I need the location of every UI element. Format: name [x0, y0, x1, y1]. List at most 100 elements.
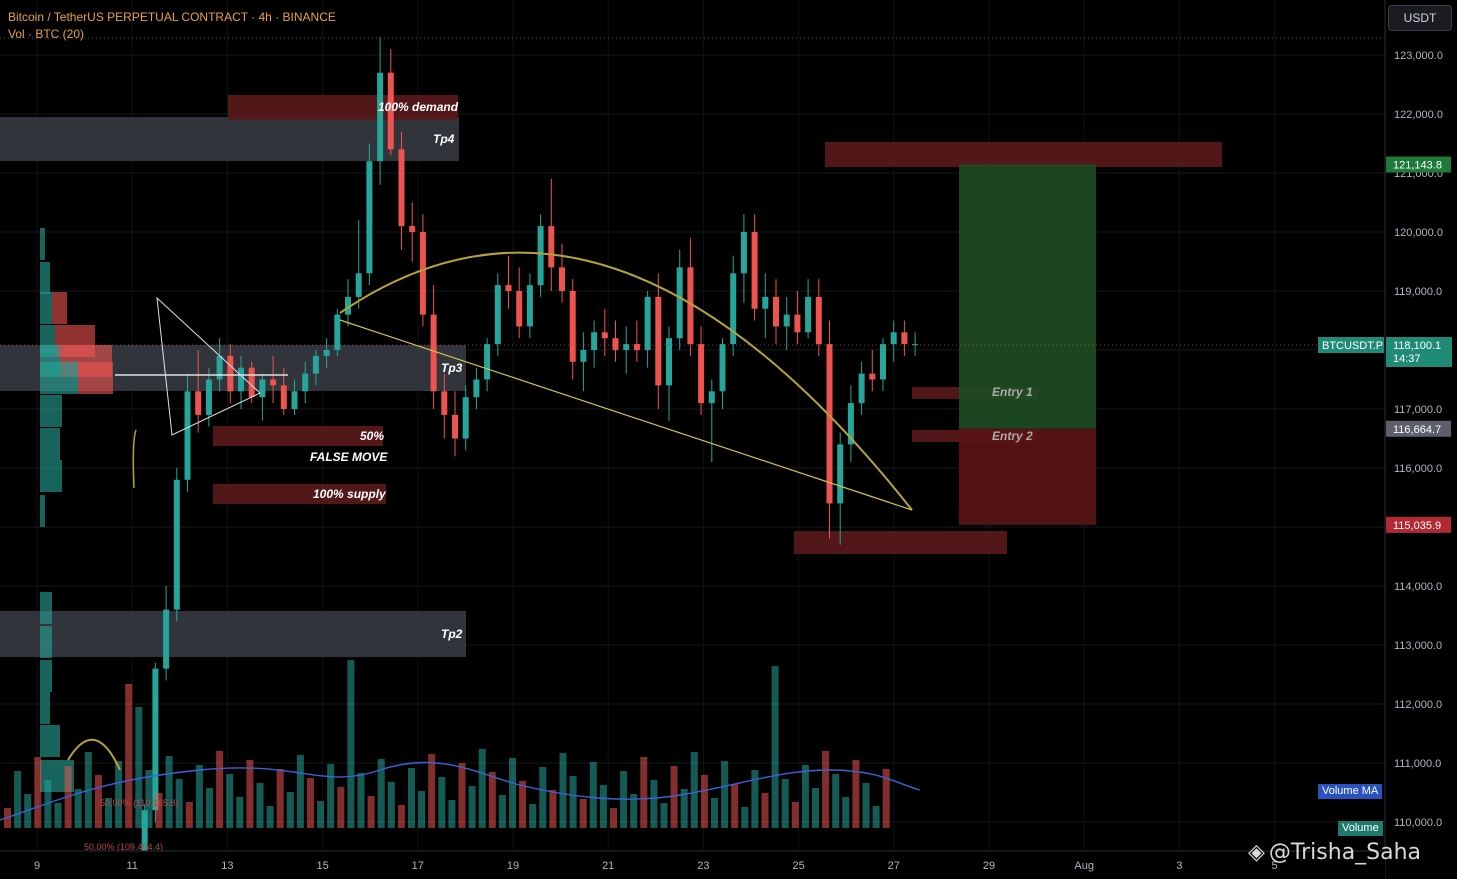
price-tick-label: 117,000.0 [1394, 404, 1442, 416]
symbol-tag-bg [1318, 337, 1384, 353]
entry-price-tag: 116,664.7 [1393, 424, 1441, 436]
candle-body [901, 332, 908, 345]
volume-bar [175, 779, 183, 828]
candle-body [751, 232, 758, 309]
volume-bar [589, 762, 597, 828]
volume-bar [549, 790, 557, 828]
time-tick-label: 21 [602, 860, 614, 872]
candle-body [205, 379, 212, 415]
last-price-bg [1386, 337, 1452, 367]
volume-bar [478, 749, 486, 828]
candle-body [773, 296, 779, 327]
volume-profile-bar [40, 626, 52, 658]
volume-bar [165, 756, 173, 828]
volume-profile-bar [40, 395, 62, 427]
mini-curve [67, 739, 121, 771]
volume-profile-bar [40, 428, 60, 460]
price-tick-label: 119,000.0 [1394, 286, 1442, 298]
volume-bar [155, 793, 163, 828]
candle-body [345, 296, 351, 315]
volume-bar [700, 775, 708, 828]
volume-bar [185, 802, 193, 828]
candle-body [847, 403, 854, 445]
half-label: 50% [360, 429, 384, 443]
time-tick-label: 11 [126, 860, 137, 872]
volume-profile-bar [40, 362, 78, 394]
volume-bar [468, 786, 476, 828]
volume-profile-bar [40, 228, 45, 260]
volume-bar [135, 707, 143, 828]
volume-bar [711, 798, 718, 828]
volume-bar [256, 783, 264, 828]
tp2-label: Tp2 [441, 627, 463, 641]
volume-profile-bar [40, 495, 45, 527]
volume-bar [195, 765, 203, 828]
candle-body [334, 314, 341, 350]
volume-bar [94, 775, 102, 828]
candle-body [355, 273, 362, 297]
time-tick-label: 29 [983, 860, 995, 872]
volume-bar [448, 800, 456, 828]
volume-bar [145, 770, 153, 828]
target-box [959, 164, 1096, 429]
volume-profile-bar [40, 460, 62, 492]
volume-tag: Volume [1338, 821, 1383, 836]
time-tick-label: 13 [221, 860, 233, 872]
volume-bar [105, 798, 112, 828]
author-watermark: ◈ @Trisha_Saha [1248, 840, 1421, 865]
candle-body [163, 609, 170, 669]
tp4-label: Tp4 [433, 132, 455, 146]
volume-bar [226, 774, 234, 828]
volume-bar [680, 789, 688, 828]
candle-body [248, 367, 255, 398]
candle-body [323, 350, 330, 356]
candle-body [462, 397, 469, 439]
volume-bar [862, 783, 870, 828]
volume-bar [357, 773, 365, 828]
upper-supply-zone [825, 142, 1222, 167]
currency-button[interactable]: USDT [1388, 5, 1452, 31]
candle-body [730, 273, 737, 345]
volume-bar [307, 778, 314, 828]
volume-bar [852, 760, 860, 828]
candle-body [858, 373, 865, 404]
price-tick-label: 113,000.0 [1394, 640, 1442, 652]
entry-price-tag-bg [1386, 420, 1451, 437]
time-tick-label: 27 [888, 860, 900, 872]
candle-body [890, 332, 897, 345]
volume-bar [741, 807, 749, 828]
candle-body [559, 267, 565, 291]
symbol-tag: BTCUSDT.P [1322, 340, 1383, 352]
volume-bar [791, 802, 799, 828]
volume-bar [206, 788, 213, 828]
volume-bar [670, 766, 678, 828]
candle-body [387, 72, 394, 150]
candle-body [302, 373, 309, 392]
volume-bar [781, 779, 789, 828]
time-tick-label: 23 [697, 860, 709, 872]
candle-body [740, 232, 747, 274]
volume-bar [337, 787, 345, 828]
volume-bar [115, 761, 123, 828]
supply-label: 100% supply [313, 487, 387, 501]
volume-bar [690, 752, 698, 828]
volume-bar [438, 777, 446, 828]
candle-body [591, 332, 598, 350]
volume-bar [246, 760, 254, 828]
candle-body [612, 338, 619, 350]
entry1-label: Entry 1 [992, 385, 1033, 399]
supply-zone [213, 484, 386, 504]
candle-body [227, 355, 234, 392]
candle-body [708, 391, 715, 404]
volume-bar [54, 803, 62, 828]
rounded-top-curve [339, 251, 913, 511]
volume-bar [832, 774, 840, 828]
candle-body [676, 267, 683, 339]
candle-body [259, 379, 266, 398]
candle-body [880, 344, 886, 380]
candle-body [537, 226, 544, 286]
lower-demand-zone [794, 531, 1007, 554]
half-zone [213, 426, 383, 446]
volume-bar [418, 791, 426, 828]
